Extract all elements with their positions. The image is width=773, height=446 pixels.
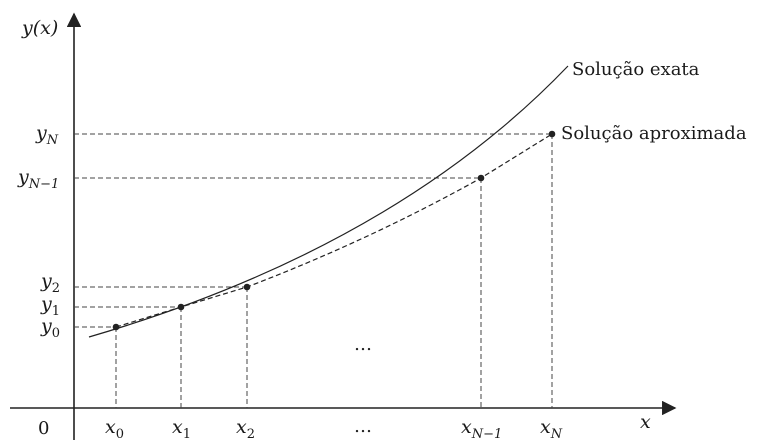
x-tick-labels: x0 x1 x2 … xN−1 xN bbox=[105, 416, 563, 442]
approx-solution-label: Solução aproximada bbox=[561, 123, 747, 144]
x-tick-label: x1 bbox=[172, 416, 191, 442]
y-tick-label: yN−1 bbox=[17, 166, 59, 192]
exact-solution-curve bbox=[88, 65, 569, 338]
approx-solution-curve bbox=[115, 133, 553, 328]
y-tick-label: y1 bbox=[40, 293, 60, 319]
guide-lines bbox=[74, 133, 553, 408]
approx-point-N bbox=[548, 130, 556, 138]
y-axis-label: y(x) bbox=[21, 17, 58, 39]
x-tick-label: xN−1 bbox=[461, 416, 502, 442]
x-tick-label: x2 bbox=[236, 416, 255, 442]
y-tick-labels: y0 y1 y2 yN−1 yN bbox=[17, 122, 60, 341]
x-tick-label: x0 bbox=[105, 416, 124, 442]
approx-point-0 bbox=[112, 323, 120, 331]
origin-label: 0 bbox=[38, 418, 49, 439]
y-tick-label: y2 bbox=[40, 270, 60, 296]
y-tick-label: y0 bbox=[40, 315, 60, 341]
exact-solution-label: Solução exata bbox=[572, 59, 700, 80]
middle-ellipsis: … bbox=[354, 334, 372, 355]
approx-point-1 bbox=[177, 303, 185, 311]
y-tick-label: yN bbox=[35, 122, 59, 148]
x-axis-label: x bbox=[640, 411, 651, 433]
x-tick-label: xN bbox=[540, 416, 563, 442]
approx-point-N-1 bbox=[477, 174, 485, 182]
x-tick-label: … bbox=[354, 416, 372, 437]
approx-point-2 bbox=[243, 283, 251, 291]
